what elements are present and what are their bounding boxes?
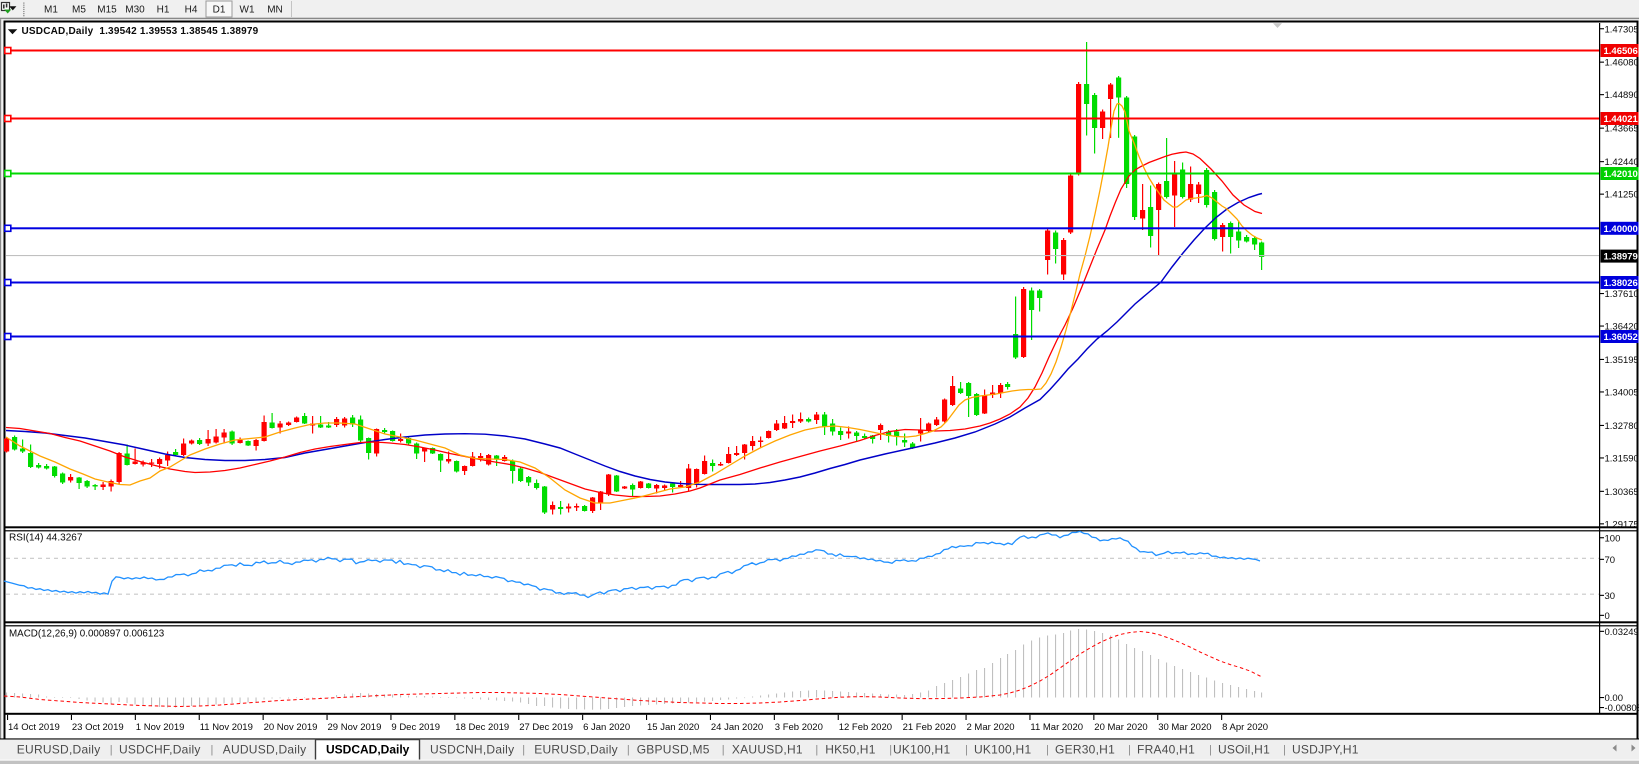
svg-text:D1: D1 [213, 5, 226, 16]
svg-text:1.41250: 1.41250 [1605, 190, 1639, 201]
svg-text:11 Mar 2020: 11 Mar 2020 [1030, 722, 1083, 733]
svg-text:GER30,H1: GER30,H1 [1055, 743, 1115, 757]
svg-text:H4: H4 [185, 5, 198, 16]
svg-text:AUDUSD,Daily: AUDUSD,Daily [223, 743, 307, 757]
svg-text:USDCNH,Daily: USDCNH,Daily [430, 743, 514, 757]
svg-text:1.42010: 1.42010 [1604, 169, 1638, 180]
svg-text:|: | [1209, 744, 1212, 756]
svg-text:|: | [815, 744, 818, 756]
svg-text:18 Dec 2019: 18 Dec 2019 [455, 722, 509, 733]
svg-text:1.30365: 1.30365 [1605, 487, 1639, 498]
svg-text:MACD(12,26,9) 0.000897 0.00612: MACD(12,26,9) 0.000897 0.006123 [9, 629, 165, 640]
svg-text:|: | [627, 744, 630, 756]
svg-text:M1: M1 [44, 5, 58, 16]
svg-text:USDCAD,Daily 1.39542 1.39553: USDCAD,Daily 1.39542 1.39553 1.38545 1.3… [22, 26, 259, 37]
svg-text:|: | [965, 744, 968, 756]
svg-text:24 Jan 2020: 24 Jan 2020 [711, 722, 763, 733]
svg-text:1.37610: 1.37610 [1605, 289, 1639, 300]
svg-text:30 Mar 2020: 30 Mar 2020 [1158, 722, 1211, 733]
svg-text:1.42440: 1.42440 [1605, 157, 1639, 168]
svg-text:20 Nov 2019: 20 Nov 2019 [264, 722, 318, 733]
svg-text:|: | [889, 744, 892, 756]
svg-text:1.35195: 1.35195 [1605, 355, 1639, 366]
svg-text:30: 30 [1605, 591, 1616, 602]
svg-text:UK100,H1: UK100,H1 [893, 743, 950, 757]
svg-text:12 Feb 2020: 12 Feb 2020 [839, 722, 892, 733]
svg-text:1.38026: 1.38026 [1604, 278, 1638, 289]
svg-text:1.44890: 1.44890 [1605, 90, 1639, 101]
svg-text:-0.008086: -0.008086 [1605, 703, 1639, 714]
svg-text:USOil,H1: USOil,H1 [1218, 743, 1270, 757]
svg-text:FRA40,H1: FRA40,H1 [1137, 743, 1195, 757]
svg-text:1.31590: 1.31590 [1605, 454, 1639, 465]
svg-text:|: | [722, 744, 725, 756]
svg-text:9 Dec 2019: 9 Dec 2019 [391, 722, 440, 733]
svg-text:1.36420: 1.36420 [1605, 322, 1639, 333]
svg-text:M5: M5 [72, 5, 86, 16]
svg-text:70: 70 [1605, 555, 1616, 566]
svg-text:|: | [1128, 744, 1131, 756]
svg-text:H1: H1 [157, 5, 170, 16]
svg-text:M15: M15 [97, 5, 117, 16]
svg-text:1.32780: 1.32780 [1605, 421, 1639, 432]
svg-text:11 Nov 2019: 11 Nov 2019 [200, 722, 253, 733]
svg-text:100: 100 [1605, 533, 1621, 544]
svg-text:|: | [1046, 744, 1049, 756]
svg-text:14 Oct 2019: 14 Oct 2019 [8, 722, 60, 733]
svg-text:HK50,H1: HK50,H1 [825, 743, 876, 757]
svg-text:M30: M30 [125, 5, 145, 16]
svg-text:|: | [1283, 744, 1286, 756]
svg-text:1.44021: 1.44021 [1604, 114, 1639, 125]
svg-text:0: 0 [1605, 611, 1610, 622]
svg-text:1.46506: 1.46506 [1604, 46, 1638, 57]
svg-text:XAUUSD,H1: XAUUSD,H1 [732, 743, 803, 757]
svg-text:|: | [522, 744, 525, 756]
svg-text:MN: MN [267, 5, 283, 16]
svg-text:1.29175: 1.29175 [1605, 519, 1639, 530]
svg-text:1.36052: 1.36052 [1604, 332, 1638, 343]
svg-text:EURUSD,Daily: EURUSD,Daily [534, 743, 618, 757]
svg-text:6 Jan 2020: 6 Jan 2020 [583, 722, 630, 733]
svg-text:29 Nov 2019: 29 Nov 2019 [328, 722, 382, 733]
svg-text:23 Oct 2019: 23 Oct 2019 [72, 722, 124, 733]
svg-text:RSI(14) 44.3267: RSI(14) 44.3267 [9, 533, 83, 544]
svg-text:EURUSD,Daily: EURUSD,Daily [17, 743, 101, 757]
svg-text:21 Feb 2020: 21 Feb 2020 [903, 722, 956, 733]
svg-text:1.47305: 1.47305 [1605, 24, 1639, 35]
svg-text:20 Mar 2020: 20 Mar 2020 [1094, 722, 1147, 733]
svg-text:USDCHF,Daily: USDCHF,Daily [119, 743, 201, 757]
svg-text:8 Apr 2020: 8 Apr 2020 [1222, 722, 1268, 733]
svg-text:|: | [110, 744, 113, 756]
svg-text:0.00: 0.00 [1605, 693, 1624, 704]
svg-text:1 Nov 2019: 1 Nov 2019 [136, 722, 185, 733]
svg-text:USDJPY,H1: USDJPY,H1 [1292, 743, 1359, 757]
svg-text:0.032493: 0.032493 [1605, 627, 1639, 638]
svg-text:GBPUSD,M5: GBPUSD,M5 [637, 743, 710, 757]
svg-text:UK100,H1: UK100,H1 [974, 743, 1031, 757]
svg-text:1.46080: 1.46080 [1605, 58, 1639, 69]
svg-text:1.43665: 1.43665 [1605, 124, 1639, 135]
svg-text:27 Dec 2019: 27 Dec 2019 [519, 722, 573, 733]
svg-text:1.40000: 1.40000 [1604, 224, 1638, 235]
svg-text:2 Mar 2020: 2 Mar 2020 [967, 722, 1015, 733]
svg-text:W1: W1 [240, 5, 255, 16]
svg-text:1.38979: 1.38979 [1604, 252, 1638, 263]
svg-text:3 Feb 2020: 3 Feb 2020 [775, 722, 823, 733]
svg-text:15 Jan 2020: 15 Jan 2020 [647, 722, 699, 733]
svg-text:|: | [211, 744, 214, 756]
svg-text:USDCAD,Daily: USDCAD,Daily [326, 743, 410, 757]
svg-text:1.34005: 1.34005 [1605, 388, 1639, 399]
